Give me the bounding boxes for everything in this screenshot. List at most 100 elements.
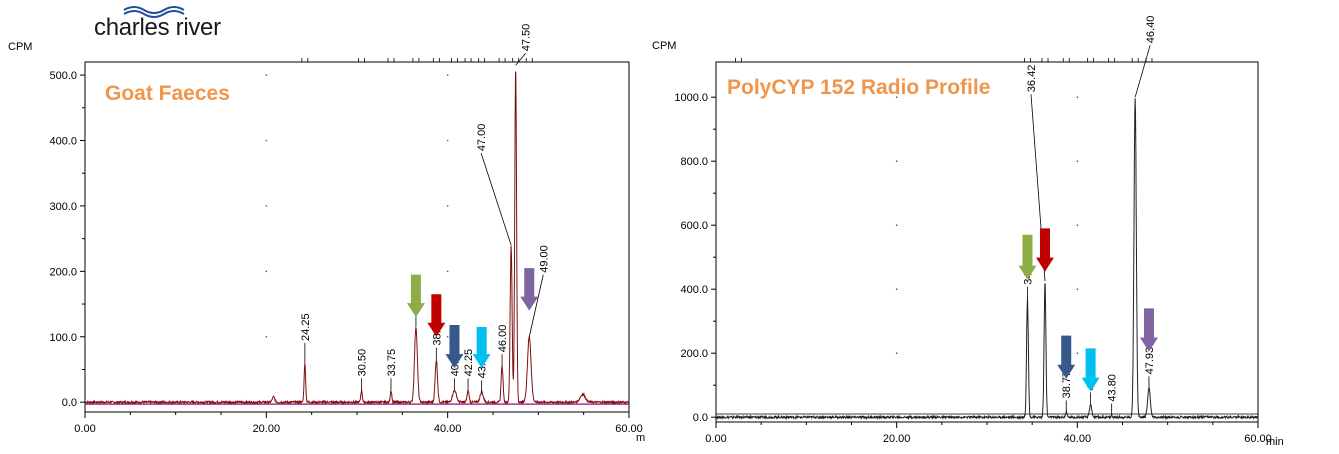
y-tick-label: 500.0 [49,70,77,82]
wave-logo-icon [123,6,185,18]
peak-leader-line [515,53,526,66]
grid-dot [1076,224,1079,226]
fraction-bracket [525,58,533,63]
grid-dot [1076,96,1079,98]
fraction-bracket [301,58,309,63]
y-tick-label: 200.0 [49,266,77,278]
grid-dot [895,224,898,226]
fraction-bracket [1145,58,1153,63]
grid-dot [265,205,268,207]
y-tick-label: 600.0 [680,220,708,232]
down-arrow-icon [1081,348,1100,392]
peak-label: 38.77 [1061,371,1073,399]
fraction-bracket [512,58,520,63]
x-tick-label: 0.00 [705,433,726,445]
x-tick-label: 20.00 [253,423,281,435]
down-arrow-icon [1057,335,1076,379]
down-arrow-icon [520,268,539,311]
down-arrow-icon [1018,234,1037,280]
y-axis-label: CPM [652,40,676,52]
peak-label: 30.50 [357,349,369,377]
y-axis-label: CPM [8,41,32,53]
grid-dot [265,74,268,76]
fraction-bracket [498,58,506,63]
peak-label: 33.75 [386,349,398,377]
fraction-bracket [451,58,458,63]
grid-dot [1076,160,1079,162]
fraction-bracket [1087,58,1095,63]
fraction-bracket [1108,58,1116,63]
grid-dot [895,352,898,355]
peak-label: 47.50 [521,24,533,52]
grid-dot [895,288,898,291]
peak-leader-line [1134,45,1151,98]
fraction-bracket [432,58,440,63]
grid-dot [895,160,898,162]
y-tick-label: 400.0 [680,284,708,296]
fraction-bracket [412,58,420,63]
fraction-bracket [387,58,395,63]
chart-title: PolyCYP 152 Radio Profile [727,76,990,99]
charles-river-logo: charles river [92,2,252,42]
y-tick-label: 400.0 [49,136,77,148]
fraction-bracket [1024,58,1031,63]
chart-panel-1: 0.0 100.0 200.0 300.0 400.0 500.0 0.00 20.00 40.… [8,24,645,444]
grid-dot [895,96,898,98]
peak-label: 49.00 [538,245,550,273]
y-tick-label: 1000.0 [674,92,708,104]
grid-dot [446,74,449,76]
x-tick-label: 60.00 [615,423,643,435]
chromatogram-trace [715,98,1259,421]
chart-panel-2: 0.0 200.0 400.0 600.0 800.0 1000.0 0.00 20.00 40… [652,16,1284,448]
chart-title: Goat Faeces [105,82,230,105]
chromatogram-trace [84,71,630,406]
peak-label: 42.25 [463,349,475,377]
peak-label: 47.93 [1144,347,1156,375]
grid-dot [1076,352,1079,355]
grid-dot [265,335,268,338]
plot-frame [715,61,1259,423]
x-tick-label: 60.00 [1244,433,1272,445]
down-arrow-icon [445,324,464,369]
peak-leader-line [528,274,544,337]
peak-label: 36.42 [1026,65,1038,93]
fraction-bracket [464,58,472,63]
peak-label: 43.80 [1107,374,1119,402]
down-arrow-icon [1139,308,1158,352]
fraction-bracket [478,58,486,63]
peak-label: 46.00 [497,325,509,353]
x-axis-label: m [636,432,645,444]
x-tick-label: 0.00 [74,423,95,435]
grid-dot [446,139,449,142]
grid-dot [265,270,268,273]
fraction-bracket [735,58,742,63]
y-tick-label: 0.0 [62,397,77,409]
peak-leader-line [480,153,512,246]
y-tick-label: 0.0 [693,412,708,424]
y-tick-label: 800.0 [680,156,708,168]
logo-text: charles river [94,14,221,41]
down-arrow-icon [406,274,425,318]
peak-label: 47.00 [476,124,488,152]
grid-dot [446,205,449,207]
y-tick-label: 300.0 [49,201,77,213]
fraction-bracket [1131,58,1139,63]
grid-dot [265,139,268,142]
peak-label: 46.40 [1145,16,1157,44]
down-arrow-icon [472,326,491,369]
y-tick-label: 100.0 [49,332,77,344]
x-tick-label: 40.00 [1064,433,1092,445]
down-arrow-icon [1035,228,1054,272]
grid-dot [1076,288,1079,291]
y-tick-label: 200.0 [680,348,708,360]
grid-dot [446,335,449,338]
peak-label: 24.25 [300,313,312,341]
x-tick-label: 40.00 [434,423,462,435]
fraction-bracket [1041,58,1049,63]
fraction-bracket [1062,58,1070,63]
fraction-bracket [358,58,365,63]
grid-dot [446,270,449,273]
x-tick-label: 20.00 [883,433,911,445]
x-axis-label: min [1266,436,1284,448]
